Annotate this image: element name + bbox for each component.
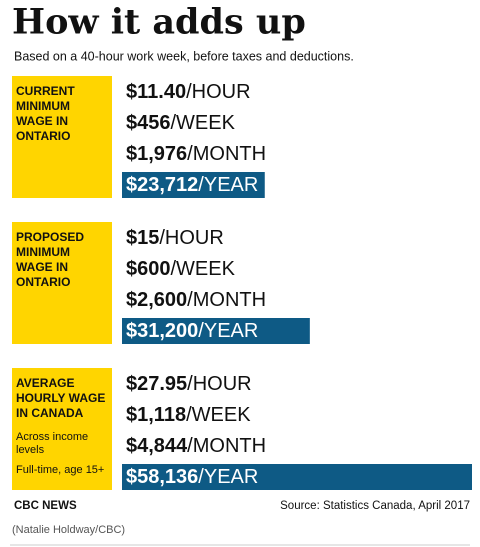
amount: $600 <box>126 258 171 280</box>
wage-row: $2,600/MONTH <box>126 289 266 311</box>
group-label: MINIMUM <box>16 99 70 113</box>
group-label: HOURLY WAGE <box>16 391 105 405</box>
year-row: $23,712/YEAR <box>126 174 258 196</box>
unit: /MONTH <box>187 143 266 165</box>
unit: /WEEK <box>186 404 251 426</box>
amount: $27.95 <box>126 373 187 395</box>
unit: /HOUR <box>159 227 223 249</box>
footer-source: Source: Statistics Canada, April 2017 <box>280 500 470 512</box>
year-row: $31,200/YEAR <box>126 320 258 342</box>
year-bar <box>122 464 472 490</box>
group-label: IN CANADA <box>16 406 84 420</box>
group-label: WAGE IN <box>16 260 68 274</box>
title: How it adds up <box>12 2 306 43</box>
year-bar <box>122 172 265 198</box>
label-box <box>12 222 112 344</box>
unit: /WEEK <box>171 258 236 280</box>
group-note: Full-time, age 15+ <box>16 464 104 476</box>
amount: $23,712 <box>126 174 198 196</box>
wage-row: $11.40/HOUR <box>126 81 251 103</box>
group-label: AVERAGE <box>16 376 74 390</box>
amount: $2,600 <box>126 289 187 311</box>
group-note: Across income <box>16 431 88 443</box>
wage-row: $1,976/MONTH <box>126 143 266 165</box>
subtitle: Based on a 40-hour work week, before tax… <box>14 49 354 63</box>
wage-row: $15/HOUR <box>126 227 224 249</box>
unit: /HOUR <box>187 373 251 395</box>
amount: $1,976 <box>126 143 187 165</box>
year-row: $58,136/YEAR <box>126 466 258 488</box>
wage-row: $27.95/HOUR <box>126 373 252 395</box>
label-box <box>12 368 112 490</box>
group-note: levels <box>16 444 45 456</box>
year-bar <box>122 318 310 344</box>
group-label: WAGE IN <box>16 114 68 128</box>
amount: $1,118 <box>126 404 186 426</box>
wage-row: $1,118/WEEK <box>126 404 251 426</box>
unit: /WEEK <box>171 112 236 134</box>
amount: $15 <box>126 227 159 249</box>
wage-row: $4,844/MONTH <box>126 435 266 457</box>
unit: /YEAR <box>198 320 258 342</box>
footer-brand: CBC NEWS <box>14 500 77 512</box>
amount: $456 <box>126 112 171 134</box>
unit: /HOUR <box>186 81 250 103</box>
group-label: ONTARIO <box>16 275 70 289</box>
wage-row: $456/WEEK <box>126 112 236 134</box>
unit: /YEAR <box>198 174 258 196</box>
photo-credit: (Natalie Holdway/CBC) <box>12 524 125 536</box>
unit: /MONTH <box>187 435 266 457</box>
wage-row: $600/WEEK <box>126 258 236 280</box>
amount: $58,136 <box>126 466 198 488</box>
unit: /YEAR <box>198 466 258 488</box>
amount: $4,844 <box>126 435 188 457</box>
label-box <box>12 76 112 198</box>
group-label: PROPOSED <box>16 230 84 244</box>
unit: /MONTH <box>187 289 266 311</box>
group-label: CURRENT <box>16 84 75 98</box>
group-label: MINIMUM <box>16 245 70 259</box>
group-label: ONTARIO <box>16 129 70 143</box>
amount: $31,200 <box>126 320 198 342</box>
amount: $11.40 <box>126 81 186 103</box>
